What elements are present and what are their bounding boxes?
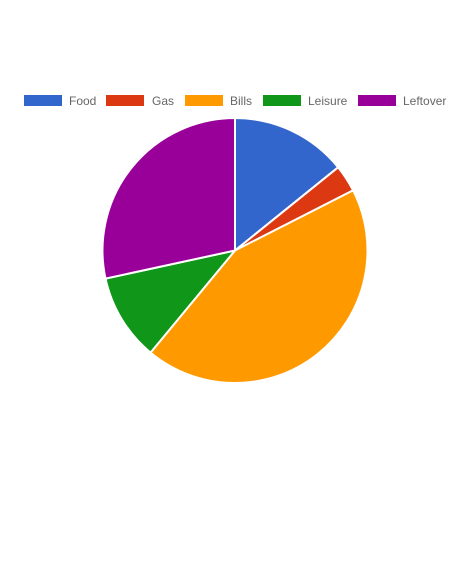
legend-label-bills[interactable]: Bills [230, 94, 252, 108]
legend-label-gas[interactable]: Gas [152, 94, 174, 108]
legend-swatch-gas[interactable] [106, 95, 144, 106]
legend-swatch-food[interactable] [24, 95, 62, 106]
pie-slice-food[interactable] [234, 116, 340, 253]
legend-label-leftover[interactable]: Leftover [403, 94, 446, 108]
pie-slice-leftover[interactable] [101, 116, 236, 280]
legend-swatch-leftover[interactable] [358, 95, 396, 106]
legend-swatch-bills[interactable] [185, 95, 223, 106]
legend: Food Gas Bills Leisure Leftover [24, 94, 446, 108]
pie-slice-leisure[interactable] [104, 248, 238, 354]
legend-label-leisure[interactable]: Leisure [308, 94, 348, 108]
pie-slice-bills[interactable] [149, 189, 369, 384]
legend-label-food[interactable]: Food [69, 94, 96, 108]
pie-slices [101, 116, 369, 384]
legend-swatch-leisure[interactable] [263, 95, 301, 106]
